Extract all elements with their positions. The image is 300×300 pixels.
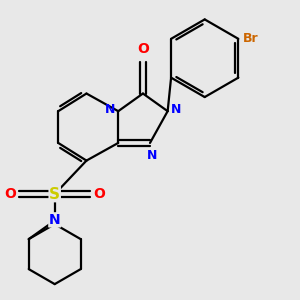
Text: S: S [49, 187, 60, 202]
Text: N: N [170, 103, 181, 116]
Text: O: O [4, 187, 16, 201]
Text: N: N [147, 149, 157, 162]
Text: O: O [137, 43, 149, 56]
Text: Br: Br [243, 32, 258, 45]
Text: N: N [49, 213, 61, 227]
Text: N: N [105, 103, 116, 116]
Text: O: O [94, 187, 105, 201]
